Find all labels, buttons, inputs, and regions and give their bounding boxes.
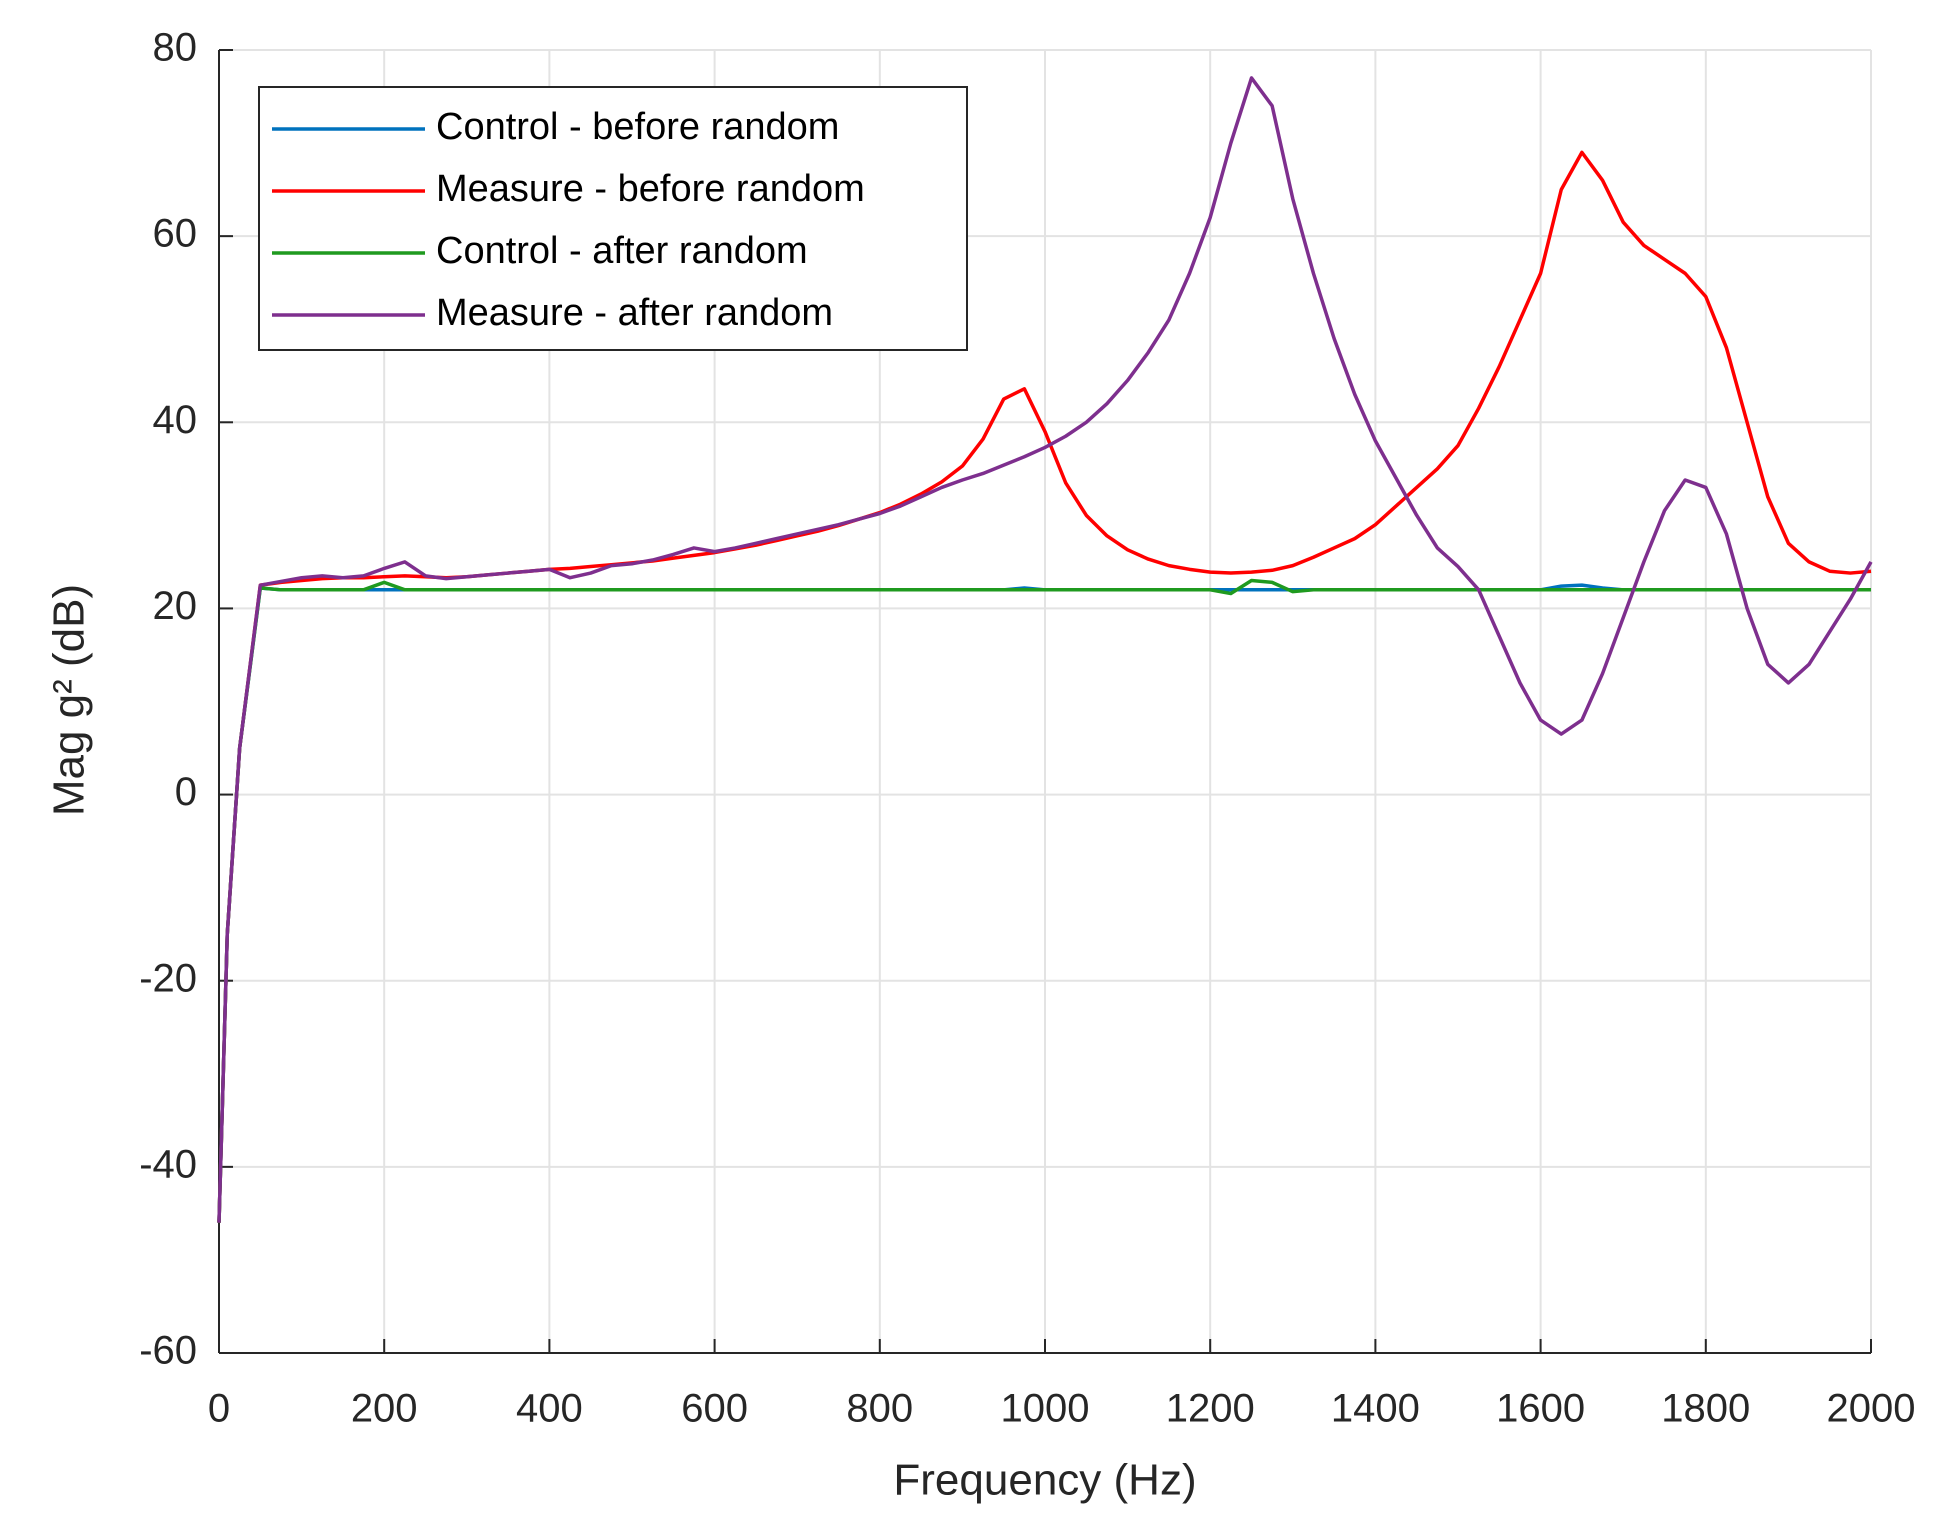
x-tick-label: 1000	[1001, 1387, 1090, 1431]
x-tick-label: 800	[846, 1387, 913, 1431]
x-tick-label: 400	[516, 1387, 583, 1431]
legend-label: Control - after random	[436, 230, 808, 272]
y-tick-label: -60	[139, 1329, 197, 1373]
y-tick-label: -40	[139, 1142, 197, 1186]
data-line	[217, 76, 1873, 1223]
y-axis-label: Mag g² (dB)	[45, 584, 94, 816]
x-tick-label: 1400	[1331, 1387, 1420, 1431]
x-tick-label: 600	[681, 1387, 748, 1431]
data-line	[217, 578, 1871, 1223]
y-tick-label: -20	[139, 956, 197, 1000]
x-tick-label: 1200	[1166, 1387, 1255, 1431]
legend-label: Measure - before random	[436, 168, 865, 210]
y-tick-label: 20	[153, 584, 198, 628]
legend: Control - before random Measure - before …	[258, 86, 968, 351]
legend-box	[258, 86, 968, 351]
y-tick-label: 0	[175, 770, 197, 814]
x-tick-label: 1600	[1496, 1387, 1585, 1431]
y-tick-label: 80	[153, 26, 198, 70]
x-tick-label: 2000	[1827, 1387, 1916, 1431]
x-tick-label: 200	[351, 1387, 418, 1431]
y-tick-label: 40	[153, 398, 198, 442]
x-tick-label: 1800	[1661, 1387, 1750, 1431]
legend-label: Measure - after random	[436, 292, 833, 334]
legend-label: Control - before random	[436, 106, 839, 148]
x-tick-label: 0	[208, 1387, 230, 1431]
x-axis-label: Frequency (Hz)	[893, 1456, 1196, 1505]
y-tick-label: 60	[153, 212, 198, 256]
